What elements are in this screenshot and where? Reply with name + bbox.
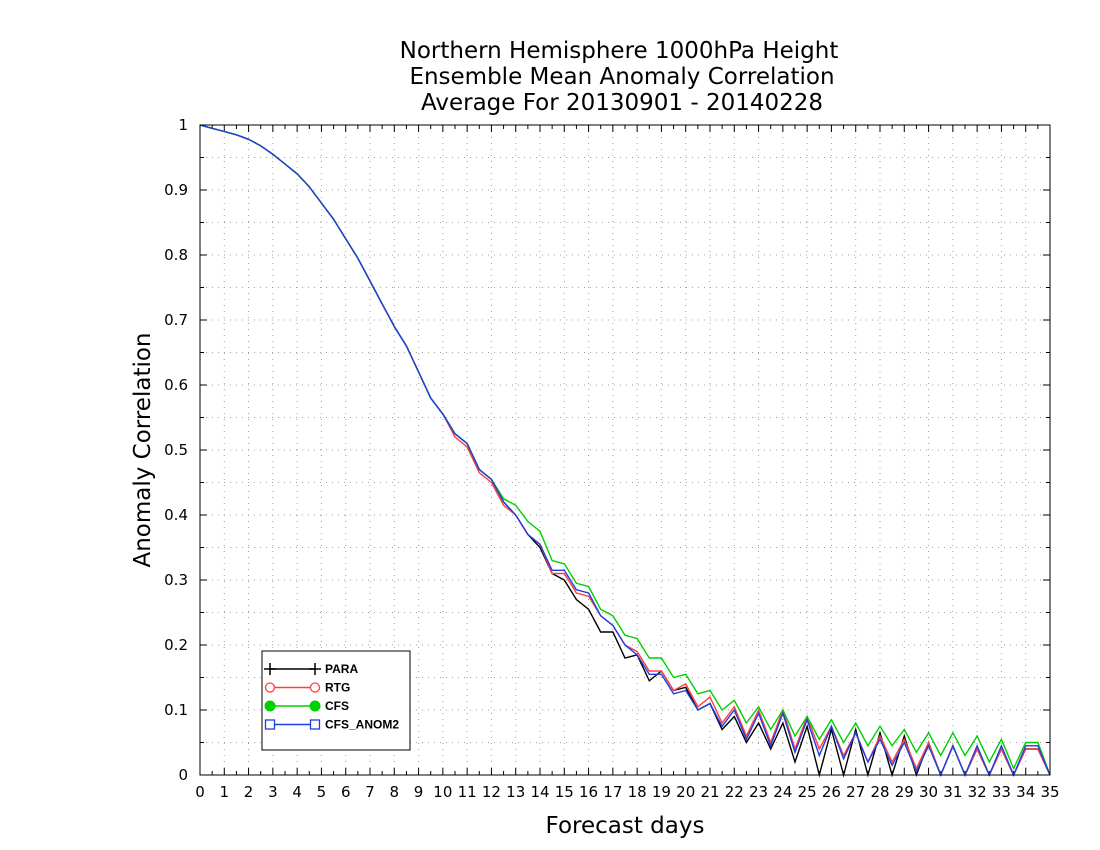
x-tick-label: 35	[1040, 783, 1059, 801]
legend-marker-square-open	[309, 719, 321, 730]
plot-frame	[199, 124, 1051, 776]
x-tick-label: 23	[749, 783, 768, 801]
x-tick-label: 25	[798, 783, 817, 801]
x-tick-label: 1	[220, 783, 230, 801]
x-tick-label: 29	[895, 783, 914, 801]
legend-label: PARA	[325, 662, 358, 676]
legend-entry-cfs-anom2: CFS_ANOM2	[264, 718, 399, 732]
x-tick-label: 31	[943, 783, 962, 801]
x-tick-label: 14	[530, 783, 549, 801]
x-tick-label: 27	[846, 783, 865, 801]
legend-label: CFS	[325, 699, 349, 713]
x-tick-label: 0	[195, 783, 205, 801]
y-tick-label: 0.1	[164, 701, 188, 719]
y-tick-labels: 0 0.1 0.2 0.3 0.4 0.5 0.6 0.7 0.8 0.9 1	[164, 116, 188, 784]
axis-ticks	[199, 124, 1051, 776]
x-tick-labels: 0 1 2 3 4 5 6 7 8 9 10 11 12 13 14 15 16 17 18 19 20 21 22 23 24…	[195, 783, 1059, 801]
y-tick-label: 0.9	[164, 181, 188, 199]
chart-title-line-1: Northern Hemisphere 1000hPa Height	[400, 38, 839, 64]
legend-entry-cfs: CFS	[264, 699, 349, 713]
legend-label: RTG	[325, 681, 350, 695]
legend: PARA RTG CFS CFS_ANOM2	[261, 650, 411, 751]
x-tick-label: 24	[773, 783, 792, 801]
x-tick-label: 34	[1016, 783, 1035, 801]
grid-lines	[200, 125, 1050, 775]
legend-entry-para: PARA	[264, 662, 358, 676]
x-tick-label: 21	[700, 783, 719, 801]
legend-marker-plus	[264, 663, 276, 675]
y-tick-label: 0	[178, 766, 188, 784]
y-tick-label: 1	[178, 116, 188, 134]
x-tick-label: 26	[822, 783, 841, 801]
y-tick-label: 0.7	[164, 311, 188, 329]
legend-marker-plus	[309, 663, 321, 675]
y-tick-label: 0.3	[164, 571, 188, 589]
x-tick-label: 30	[919, 783, 938, 801]
legend-label: CFS_ANOM2	[325, 718, 399, 732]
x-tick-label: 15	[555, 783, 574, 801]
x-tick-label: 17	[603, 783, 622, 801]
y-tick-label: 0.5	[164, 441, 188, 459]
x-tick-label: 13	[506, 783, 525, 801]
y-tick-label: 0.2	[164, 636, 188, 654]
y-tick-label: 0.8	[164, 246, 188, 264]
legend-marker-circle-filled	[309, 700, 321, 712]
x-tick-label: 16	[579, 783, 598, 801]
y-tick-label: 0.6	[164, 376, 188, 394]
y-axis-title: Anomaly Correlation	[130, 332, 156, 567]
y-tick-label: 0.4	[164, 506, 188, 524]
x-tick-label: 8	[390, 783, 400, 801]
x-tick-label: 2	[244, 783, 254, 801]
x-tick-label: 33	[992, 783, 1011, 801]
x-tick-label: 28	[870, 783, 889, 801]
x-tick-label: 10	[433, 783, 452, 801]
x-tick-label: 4	[292, 783, 302, 801]
x-tick-label: 32	[968, 783, 987, 801]
legend-box	[261, 650, 411, 751]
chart-title-line-2: Ensemble Mean Anomaly Correlation	[409, 64, 834, 90]
x-tick-label: 6	[341, 783, 351, 801]
series-lines	[199, 124, 1051, 778]
legend-marker-circle-open	[264, 682, 276, 693]
legend-marker-circle-open	[309, 682, 321, 693]
legend-marker-circle-filled	[264, 700, 276, 712]
x-tick-label: 19	[652, 783, 671, 801]
series-line-cfs-anom2	[199, 124, 1051, 777]
x-tick-label: 22	[725, 783, 744, 801]
legend-entry-rtg: RTG	[264, 681, 350, 695]
x-tick-label: 18	[628, 783, 647, 801]
x-tick-label: 3	[268, 783, 278, 801]
legend-marker-square-open	[264, 719, 276, 730]
x-tick-label: 9	[414, 783, 424, 801]
x-tick-label: 20	[676, 783, 695, 801]
x-tick-label: 7	[365, 783, 375, 801]
x-axis-title: Forecast days	[546, 813, 705, 839]
x-tick-label: 5	[317, 783, 327, 801]
x-tick-label: 11	[458, 783, 477, 801]
chart-title-line-3: Average For 20130901 - 20140228	[421, 90, 823, 116]
chart-title: Northern Hemisphere 1000hPa Height Ensem…	[400, 38, 839, 116]
x-tick-label: 12	[482, 783, 501, 801]
